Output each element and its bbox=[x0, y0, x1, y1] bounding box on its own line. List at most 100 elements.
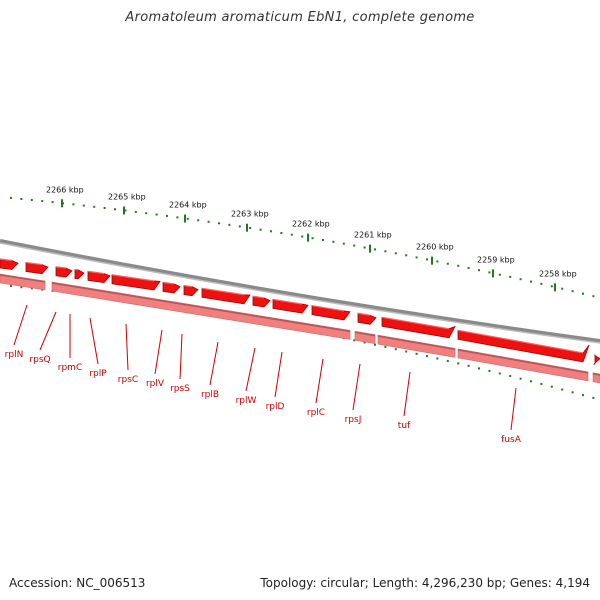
ruler-dot bbox=[280, 232, 283, 234]
gene-highlight bbox=[87, 270, 105, 275]
ruler-dot bbox=[93, 205, 96, 208]
ruler-dot bbox=[82, 204, 85, 207]
ruler-dot bbox=[509, 375, 512, 377]
label-leader bbox=[245, 347, 256, 392]
tick-label: 2260 kbp bbox=[416, 243, 454, 252]
gene-band-edge bbox=[354, 331, 376, 337]
gene-highlight bbox=[381, 316, 450, 330]
ruler-dot bbox=[72, 203, 75, 206]
gene-highlight bbox=[272, 298, 303, 305]
gene-track bbox=[0, 258, 600, 384]
ruler-dot bbox=[363, 341, 366, 344]
gene-label: rpsC bbox=[118, 375, 138, 385]
gene-label: rplN bbox=[5, 350, 24, 360]
ruler-dot bbox=[571, 290, 574, 293]
ruler-dot bbox=[166, 214, 168, 217]
ruler-dot bbox=[415, 256, 418, 259]
tick-label: 2259 kbp bbox=[477, 255, 515, 264]
gene-band-edge bbox=[377, 335, 456, 351]
ruler-dot bbox=[259, 228, 262, 231]
ruler-dot bbox=[488, 271, 491, 274]
ruler-dot bbox=[478, 269, 480, 272]
gene-arrow bbox=[311, 305, 351, 321]
gene-arrow bbox=[272, 298, 309, 314]
tick-label: 2261 kbp bbox=[354, 231, 392, 240]
label-leader bbox=[13, 304, 28, 346]
ruler-dot bbox=[311, 237, 314, 240]
ruler-dot bbox=[467, 364, 470, 367]
ruler-dot bbox=[457, 264, 460, 267]
ruler-dot bbox=[10, 196, 12, 199]
ruler-dot bbox=[197, 219, 200, 222]
ruler-dot bbox=[592, 295, 595, 298]
tick-label: 2262 kbp bbox=[292, 220, 330, 229]
genome-backbone bbox=[0, 239, 600, 344]
ruler-dot bbox=[519, 278, 522, 281]
ruler-dot bbox=[426, 258, 428, 261]
label-leader bbox=[510, 387, 517, 431]
backbone-shadow bbox=[0, 242, 600, 344]
gene-arrow bbox=[201, 287, 251, 305]
ruler-dot bbox=[155, 213, 158, 216]
label-leader bbox=[274, 351, 283, 398]
gene-highlight bbox=[55, 266, 67, 269]
ruler-dot bbox=[114, 208, 116, 211]
ruler-dot bbox=[207, 220, 210, 223]
label-leader bbox=[39, 311, 57, 351]
ruler-dot bbox=[540, 282, 543, 285]
gene-highlight bbox=[252, 295, 265, 299]
gene-label: fusA bbox=[501, 435, 522, 445]
gene-highlight bbox=[162, 281, 175, 285]
ruler-dot bbox=[353, 244, 356, 247]
label-leader bbox=[352, 363, 361, 411]
gene-label: rplB bbox=[201, 390, 219, 400]
ruler-dot bbox=[519, 377, 522, 380]
gene-label: rpsJ bbox=[345, 415, 362, 425]
ruler-dot bbox=[374, 248, 376, 251]
gene-band-edge bbox=[0, 274, 46, 283]
genome-title: Aromatoleum aromaticum EbN1, complete ge… bbox=[125, 10, 475, 25]
gene-band bbox=[0, 273, 46, 291]
ruler-dot bbox=[436, 357, 439, 360]
tick-label: 2266 kbp bbox=[46, 185, 84, 194]
ruler-dot bbox=[20, 286, 23, 289]
ruler-dot bbox=[374, 343, 376, 346]
ruler-dot bbox=[405, 350, 408, 353]
ruler-dot bbox=[103, 207, 106, 209]
label-leader bbox=[209, 341, 219, 386]
accession-label: Accession: NC_006513 bbox=[9, 576, 146, 590]
ruler-dot bbox=[301, 235, 304, 238]
tick-label: 2258 kbp bbox=[539, 269, 577, 278]
label-leader bbox=[154, 329, 163, 375]
gene-band bbox=[51, 281, 351, 340]
tick-label: 2263 kbp bbox=[231, 210, 269, 219]
gene-arrow bbox=[593, 354, 600, 365]
gene-highlight bbox=[0, 258, 13, 262]
gene-arrow bbox=[74, 269, 85, 280]
backbone-line bbox=[0, 239, 600, 343]
gene-label: rpsS bbox=[170, 384, 190, 394]
ruler-dot bbox=[332, 240, 335, 243]
ruler-dot bbox=[561, 388, 564, 391]
ruler-dot bbox=[582, 292, 584, 295]
gene-highlight bbox=[25, 261, 43, 266]
ruler-dot bbox=[530, 380, 532, 383]
ruler-dot bbox=[145, 212, 148, 215]
ruler-dot bbox=[561, 287, 564, 290]
ruler-dot bbox=[270, 230, 272, 233]
ruler-dot bbox=[10, 285, 12, 288]
ruler-dot bbox=[498, 372, 501, 375]
gene-label: rpsQ bbox=[29, 355, 50, 365]
gene-highlight bbox=[183, 284, 193, 288]
gene-highlight bbox=[111, 274, 155, 282]
ruler-dot bbox=[384, 250, 387, 253]
ruler-dot bbox=[436, 260, 439, 263]
gene-highlight bbox=[201, 287, 245, 296]
ruler-dot bbox=[509, 275, 512, 278]
ruler-dot bbox=[426, 355, 428, 358]
ruler-dot bbox=[363, 246, 366, 249]
gene-label: rplC bbox=[307, 408, 325, 418]
genome-summary: Topology: circular; Length: 4,296,230 bp… bbox=[260, 576, 590, 590]
ruler-dot bbox=[582, 394, 584, 397]
ruler-dot bbox=[30, 199, 33, 201]
